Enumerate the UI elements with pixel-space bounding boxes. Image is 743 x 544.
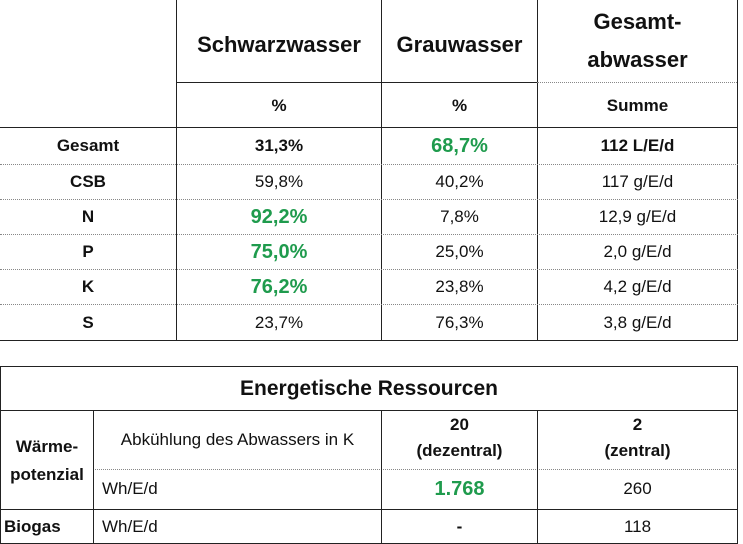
cell-gesamt-grau: 68,7% — [431, 134, 488, 157]
t2-vline-1 — [93, 410, 94, 544]
t2-hline-title — [0, 410, 738, 411]
unit-biogas: Wh/E/d — [102, 516, 158, 536]
waerme-dezentral-value: 1.768 — [434, 477, 485, 500]
cell-p-schwarz: 75,0% — [250, 240, 308, 263]
cell-s-schwarz: 23,7% — [254, 312, 304, 332]
t1-hline-r2 — [0, 199, 738, 200]
t2-vline-0 — [0, 366, 1, 544]
cell-csb-schwarz: 59,8% — [254, 172, 304, 191]
t1-vline-2 — [381, 0, 382, 340]
subheader-col2: % — [451, 96, 468, 115]
cell-s-grau: 76,3% — [435, 312, 484, 332]
t2-vline-2 — [381, 410, 382, 544]
row-label-k: K — [81, 277, 95, 296]
t2-vline-3 — [537, 410, 538, 544]
waerme-label-line2: potenzial — [10, 465, 84, 484]
cell-k-grau: 23,8% — [435, 277, 484, 296]
header-schwarzwasser: Schwarzwasser — [197, 32, 361, 57]
t1-vline-1 — [176, 0, 177, 340]
zentral-value: 2 — [632, 415, 643, 434]
cell-n-schwarz: 92,2% — [250, 205, 308, 228]
energy-title: Energetische Ressourcen — [240, 377, 498, 400]
waerme-label-line1: Wärme- — [15, 437, 79, 456]
subheader-col3: Summe — [606, 96, 669, 115]
header-gesamt-line2: abwasser — [587, 47, 688, 72]
cell-csb-grau: 40,2% — [435, 172, 484, 191]
cell-n-grau: 7,8% — [440, 207, 479, 226]
waerme-zentral-value: 260 — [623, 479, 652, 498]
biogas-label: Biogas — [4, 516, 61, 536]
cell-gesamt-summe: 112 L/E/d — [600, 136, 675, 155]
t1-hline-r3 — [0, 234, 738, 235]
t1-hline-header — [177, 82, 537, 83]
row-label-n: N — [81, 207, 95, 226]
t1-vline-3 — [537, 0, 538, 340]
cell-n-summe: 12,9 g/E/d — [598, 207, 677, 226]
row-label-gesamt: Gesamt — [56, 136, 120, 155]
cell-s-summe: 3,8 g/E/d — [603, 312, 672, 332]
cell-p-summe: 2,0 g/E/d — [603, 242, 672, 261]
t1-hline-r1 — [0, 164, 738, 165]
dezentral-label: (dezentral) — [416, 441, 503, 460]
cooling-label: Abkühlung des Abwassers in K — [120, 430, 355, 449]
subheader-col1: % — [271, 96, 287, 115]
t1-hline-subheader — [0, 127, 738, 128]
cell-p-grau: 25,0% — [435, 242, 484, 261]
zentral-label: (zentral) — [604, 441, 671, 460]
t2-hline-biogas — [0, 509, 738, 510]
cell-k-schwarz: 76,2% — [250, 275, 308, 298]
header-grauwasser: Grauwasser — [396, 32, 523, 57]
t2-hline-top — [0, 366, 738, 367]
t1-hline-r4 — [0, 269, 738, 270]
biogas-zentral-value: 118 — [623, 516, 652, 536]
t2-hline-mid — [93, 469, 738, 470]
t1-vline-4 — [737, 0, 738, 340]
cell-gesamt-schwarz: 31,3% — [254, 136, 304, 155]
dezentral-value: 20 — [450, 415, 469, 434]
cell-k-summe: 4,2 g/E/d — [603, 277, 672, 296]
cell-csb-summe: 117 g/E/d — [601, 172, 674, 191]
row-label-s: S — [82, 312, 94, 332]
t1-hline-col3 — [537, 82, 737, 83]
row-label-csb: CSB — [70, 172, 106, 191]
t2-vline-4 — [737, 366, 738, 544]
unit-waerme: Wh/E/d — [102, 479, 158, 498]
t1-hline-bottom — [0, 340, 738, 341]
biogas-dezentral-value: - — [456, 516, 463, 536]
row-label-p: P — [82, 242, 94, 261]
header-gesamt-line1: Gesamt- — [593, 9, 682, 34]
t1-hline-r5 — [0, 304, 738, 305]
